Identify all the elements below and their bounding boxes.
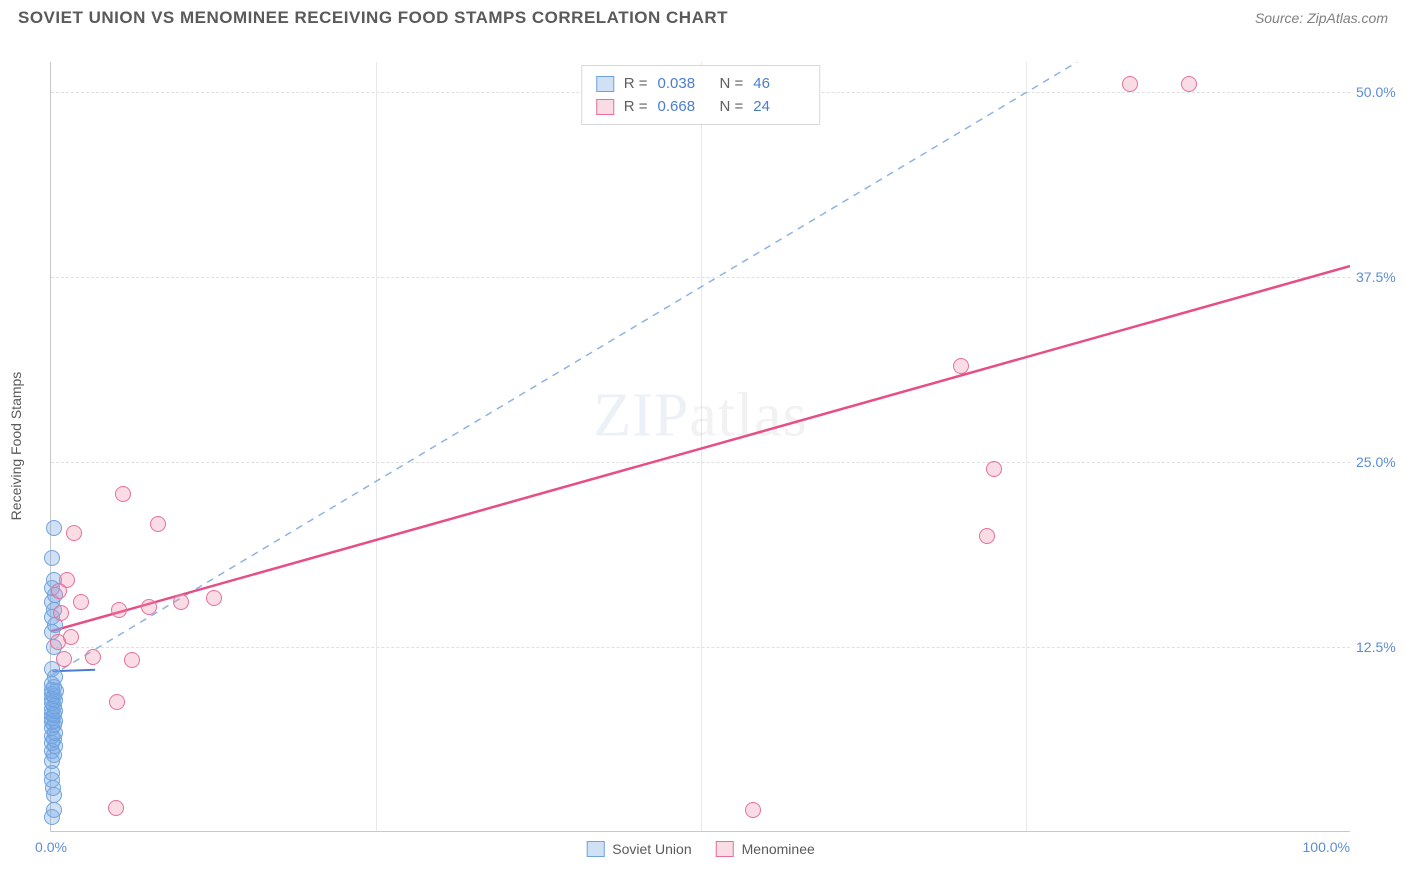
- legend-n-label: N =: [720, 75, 744, 92]
- legend-series-item: Soviet Union: [586, 841, 691, 857]
- legend-stat-row: R = 0.668 N = 24: [596, 95, 806, 118]
- data-point: [150, 516, 166, 532]
- y-tick-label: 37.5%: [1356, 269, 1406, 285]
- data-point: [85, 649, 101, 665]
- legend-series-item: Menominee: [716, 841, 815, 857]
- legend-stat-row: R = 0.038 N = 46: [596, 72, 806, 95]
- data-point: [109, 694, 125, 710]
- data-point: [986, 461, 1002, 477]
- gridline-vertical: [376, 62, 377, 831]
- correlation-legend: R = 0.038 N = 46 R = 0.668 N = 24: [581, 65, 821, 125]
- data-point: [1181, 76, 1197, 92]
- x-tick-label: 100.0%: [1303, 839, 1350, 855]
- legend-r-label: R =: [624, 75, 648, 92]
- y-tick-label: 12.5%: [1356, 639, 1406, 655]
- scatter-plot-area: ZIPatlas R = 0.038N = 46R = 0.668N = 24 …: [50, 62, 1350, 832]
- data-point: [953, 358, 969, 374]
- legend-swatch: [716, 841, 734, 857]
- data-point: [745, 802, 761, 818]
- data-point: [44, 772, 60, 788]
- gridline-vertical: [1026, 62, 1027, 831]
- legend-swatch: [596, 99, 614, 115]
- data-point: [124, 652, 140, 668]
- legend-n-value: 46: [753, 75, 805, 92]
- legend-n-value: 24: [753, 98, 805, 115]
- legend-swatch: [586, 841, 604, 857]
- data-point: [53, 605, 69, 621]
- data-point: [1122, 76, 1138, 92]
- data-point: [56, 651, 72, 667]
- y-axis-label: Receiving Food Stamps: [8, 372, 24, 521]
- legend-r-value: 0.668: [658, 98, 710, 115]
- legend-series-label: Menominee: [742, 841, 815, 857]
- legend-r-label: R =: [624, 98, 648, 115]
- source-attribution: Source: ZipAtlas.com: [1255, 10, 1388, 26]
- y-tick-label: 50.0%: [1356, 84, 1406, 100]
- data-point: [46, 520, 62, 536]
- data-point: [108, 800, 124, 816]
- gridline-vertical: [701, 62, 702, 831]
- data-point: [173, 594, 189, 610]
- data-point: [51, 583, 67, 599]
- data-point: [66, 525, 82, 541]
- data-point: [73, 594, 89, 610]
- legend-r-value: 0.038: [658, 75, 710, 92]
- legend-n-label: N =: [720, 98, 744, 115]
- legend-swatch: [596, 76, 614, 92]
- data-point: [63, 629, 79, 645]
- series-legend: Soviet Union Menominee: [586, 841, 815, 857]
- data-point: [44, 550, 60, 566]
- legend-series-label: Soviet Union: [612, 841, 691, 857]
- y-tick-label: 25.0%: [1356, 454, 1406, 470]
- data-point: [979, 528, 995, 544]
- data-point: [111, 602, 127, 618]
- data-point: [141, 599, 157, 615]
- data-point: [206, 590, 222, 606]
- chart-title: SOVIET UNION VS MENOMINEE RECEIVING FOOD…: [18, 8, 728, 28]
- data-point: [115, 486, 131, 502]
- x-tick-label: 0.0%: [35, 839, 67, 855]
- data-point: [46, 802, 62, 818]
